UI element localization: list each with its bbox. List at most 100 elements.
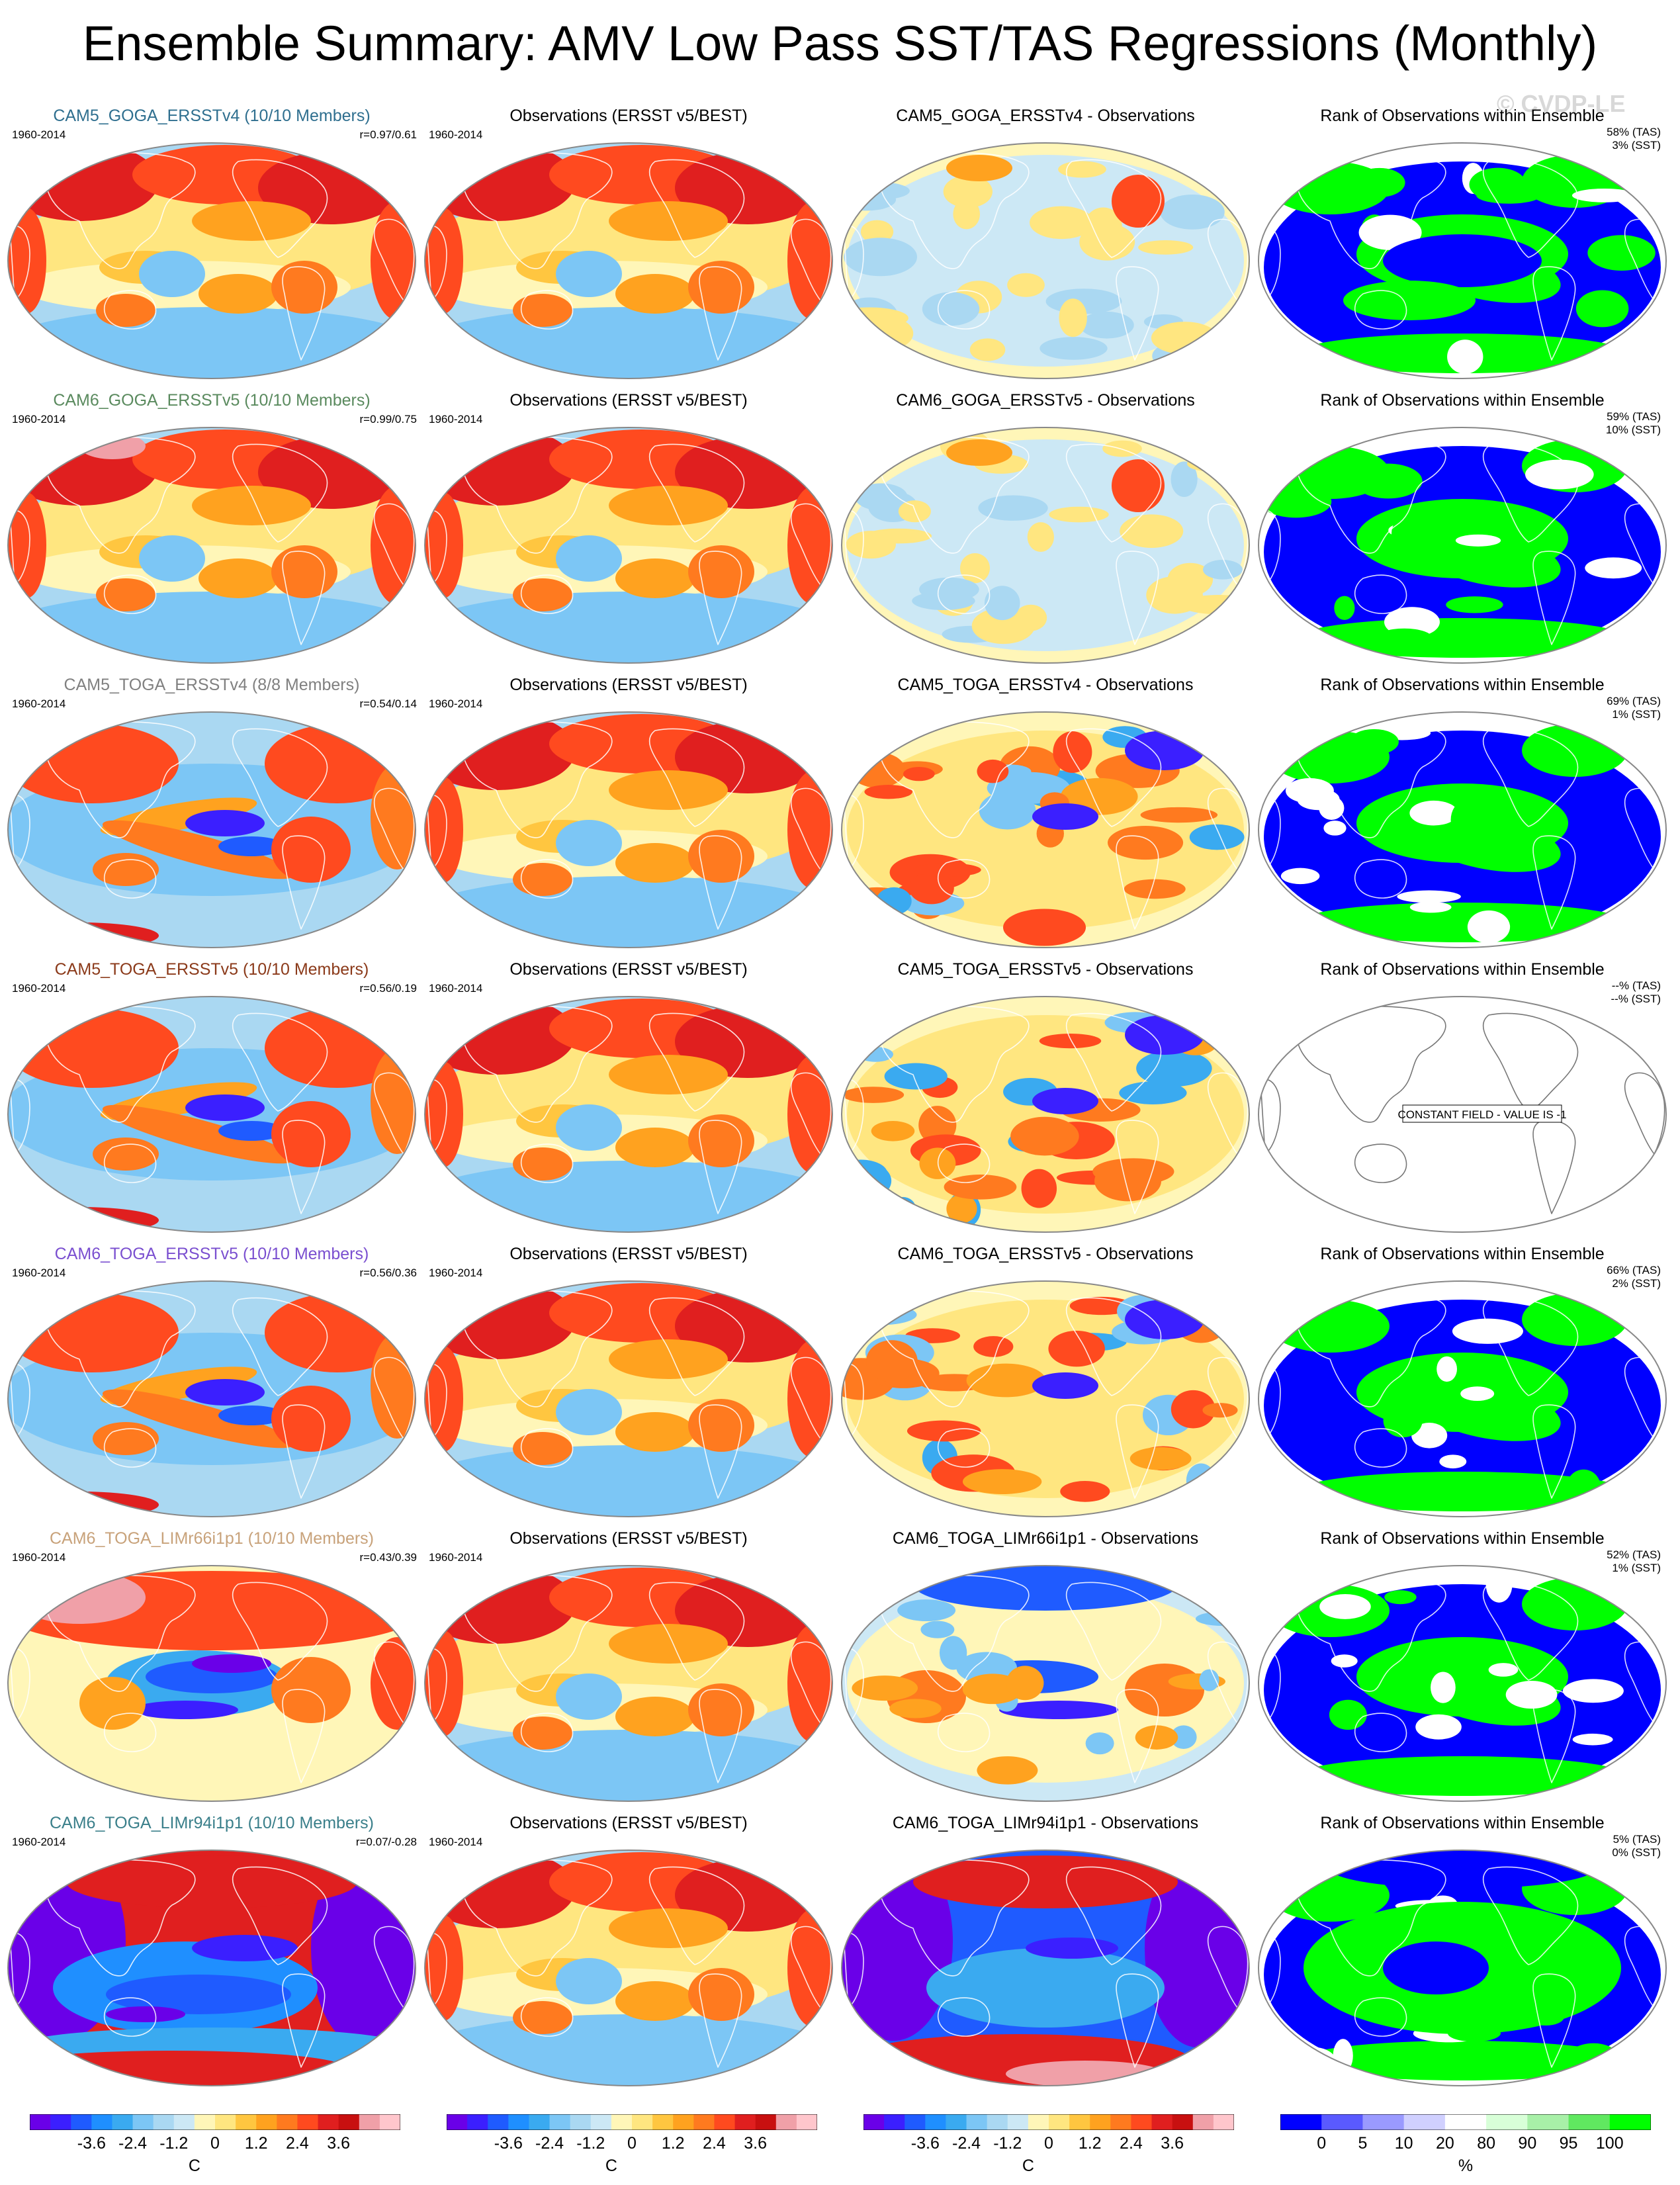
obs-map — [424, 1850, 833, 2086]
colorbar-tick-label: 0 — [1317, 2134, 1327, 2153]
correlation-label: r=0.97/0.61 — [359, 128, 418, 141]
rank-panel-title: Rank of Observations within Ensemble — [1320, 107, 1605, 125]
colorbar-tick-label: -2.4 — [952, 2134, 981, 2153]
rank-panel-title: Rank of Observations within Ensemble — [1320, 1529, 1605, 1548]
colorbar-tick-label: 3.6 — [327, 2134, 351, 2153]
page-title: Ensemble Summary: AMV Low Pass SST/TAS R… — [82, 16, 1598, 71]
colorbar-tick-label: 0 — [1044, 2134, 1053, 2153]
colorbar-tick-label: 2.4 — [286, 2134, 309, 2153]
colorbar-tick-label: 5 — [1358, 2134, 1368, 2153]
model-panel-title: CAM6_TOGA_LIMr66i1p1 (10/10 Members) — [49, 1529, 374, 1548]
colorbar-tick-label: 10 — [1394, 2134, 1413, 2153]
rank-map — [1258, 1850, 1667, 2086]
diff-panel-title: CAM6_TOGA_LIMr94i1p1 - Observations — [892, 1814, 1199, 1832]
watermark: © CVDP-LE — [1497, 90, 1626, 117]
colorbar-unit-label: % — [1458, 2157, 1474, 2175]
rank-sst-label: 2% (SST) — [1612, 1277, 1661, 1290]
correlation-label: r=0.07/-0.28 — [355, 1836, 417, 1848]
correlation-label: r=0.56/0.19 — [359, 982, 418, 995]
rank-sst-label: 0% (SST) — [1612, 1846, 1661, 1859]
rank-tas-label: 69% (TAS) — [1607, 695, 1661, 707]
rank-panel-title: Rank of Observations within Ensemble — [1320, 391, 1605, 410]
period-label: 1960-2014 — [429, 128, 483, 141]
colorbar-tick-label: 2.4 — [1120, 2134, 1143, 2153]
period-label: 1960-2014 — [429, 1267, 483, 1279]
model-panel-title: CAM6_TOGA_ERSSTv5 (10/10 Members) — [54, 1245, 369, 1263]
colorbar-tick-label: -1.2 — [993, 2134, 1022, 2153]
colorbar-tick-label: 80 — [1477, 2134, 1496, 2153]
rank-tas-label: 58% (TAS) — [1607, 126, 1661, 138]
period-label: 1960-2014 — [12, 128, 66, 141]
period-label: 1960-2014 — [429, 697, 483, 710]
period-label: 1960-2014 — [12, 982, 66, 995]
colorbar-tick-label: -3.6 — [910, 2134, 940, 2153]
colorbar-tick-label: 3.6 — [1161, 2134, 1184, 2153]
correlation-label: r=0.56/0.36 — [359, 1267, 418, 1279]
colorbar-tick-label: 1.2 — [1078, 2134, 1102, 2153]
colorbar-tick-label: 0 — [627, 2134, 637, 2153]
colorbar-tick-label: 1.2 — [244, 2134, 268, 2153]
obs-panel-title: Observations (ERSST v5/BEST) — [509, 107, 748, 125]
diff-map — [841, 1565, 1250, 1802]
rank-panel-title: Rank of Observations within Ensemble — [1320, 960, 1605, 979]
model-map — [7, 996, 416, 1233]
model-panel-title: CAM6_TOGA_LIMr94i1p1 (10/10 Members) — [49, 1814, 374, 1832]
rank-sst-label: 1% (SST) — [1612, 1562, 1661, 1574]
obs-map — [424, 996, 833, 1233]
model-map — [7, 1280, 416, 1517]
rank-map: CONSTANT FIELD - VALUE IS -1 — [1258, 996, 1667, 1233]
diff-map — [841, 427, 1250, 664]
correlation-label: r=0.54/0.14 — [359, 697, 418, 710]
rank-sst-label: 3% (SST) — [1612, 139, 1661, 152]
period-label: 1960-2014 — [12, 1836, 66, 1848]
rank-sst-label: 10% (SST) — [1605, 424, 1661, 436]
rank-map — [1258, 427, 1667, 664]
period-label: 1960-2014 — [12, 413, 66, 425]
rank-colorbar — [1280, 2114, 1651, 2130]
temperature-colorbar — [863, 2114, 1234, 2130]
obs-panel-title: Observations (ERSST v5/BEST) — [509, 391, 748, 410]
colorbar-tick-label: -2.4 — [118, 2134, 148, 2153]
model-panel-title: CAM6_GOGA_ERSSTv5 (10/10 Members) — [53, 391, 371, 410]
colorbar-tick-label: 1.2 — [661, 2134, 685, 2153]
period-label: 1960-2014 — [429, 413, 483, 425]
period-label: 1960-2014 — [429, 1836, 483, 1848]
colorbar-tick-label: 100 — [1595, 2134, 1624, 2153]
colorbar-tick-label: -3.6 — [494, 2134, 523, 2153]
rank-map — [1258, 142, 1667, 379]
colorbar-tick-label: 2.4 — [703, 2134, 726, 2153]
rank-sst-label: 1% (SST) — [1612, 708, 1661, 721]
diff-map — [841, 1850, 1250, 2086]
rank-panel-title: Rank of Observations within Ensemble — [1320, 1814, 1605, 1832]
colorbar-tick-label: -1.2 — [576, 2134, 605, 2153]
rank-tas-label: 52% (TAS) — [1607, 1548, 1661, 1561]
rank-map — [1258, 1565, 1667, 1802]
diff-panel-title: CAM5_TOGA_ERSSTv5 - Observations — [897, 960, 1194, 979]
colorbar-unit-label: C — [188, 2157, 200, 2175]
obs-panel-title: Observations (ERSST v5/BEST) — [509, 676, 748, 694]
rank-panel-title: Rank of Observations within Ensemble — [1320, 1245, 1605, 1263]
diff-panel-title: CAM5_TOGA_ERSSTv4 - Observations — [897, 676, 1194, 694]
obs-map — [424, 1565, 833, 1802]
obs-panel-title: Observations (ERSST v5/BEST) — [509, 1245, 748, 1263]
diff-panel-title: CAM6_TOGA_LIMr66i1p1 - Observations — [892, 1529, 1199, 1548]
colorbar-tick-label: 95 — [1559, 2134, 1578, 2153]
colorbar-tick-label: 20 — [1435, 2134, 1454, 2153]
rank-tas-label: 59% (TAS) — [1607, 410, 1661, 423]
model-map — [7, 711, 416, 948]
diff-map — [841, 996, 1250, 1233]
model-map — [7, 1850, 416, 2086]
colorbar-tick-label: -3.6 — [77, 2134, 106, 2153]
temperature-colorbar — [447, 2114, 817, 2130]
model-map — [7, 1565, 416, 1802]
obs-panel-title: Observations (ERSST v5/BEST) — [509, 1814, 748, 1832]
colorbar-tick-label: -1.2 — [159, 2134, 189, 2153]
model-panel-title: CAM5_GOGA_ERSSTv4 (10/10 Members) — [53, 107, 371, 125]
obs-panel-title: Observations (ERSST v5/BEST) — [509, 960, 748, 979]
model-map — [7, 427, 416, 664]
model-map — [7, 142, 416, 379]
colorbar-unit-label: C — [1022, 2157, 1034, 2175]
period-label: 1960-2014 — [12, 1267, 66, 1279]
diff-panel-title: CAM5_GOGA_ERSSTv4 - Observations — [896, 107, 1195, 125]
rank-tas-label: --% (TAS) — [1611, 979, 1661, 992]
